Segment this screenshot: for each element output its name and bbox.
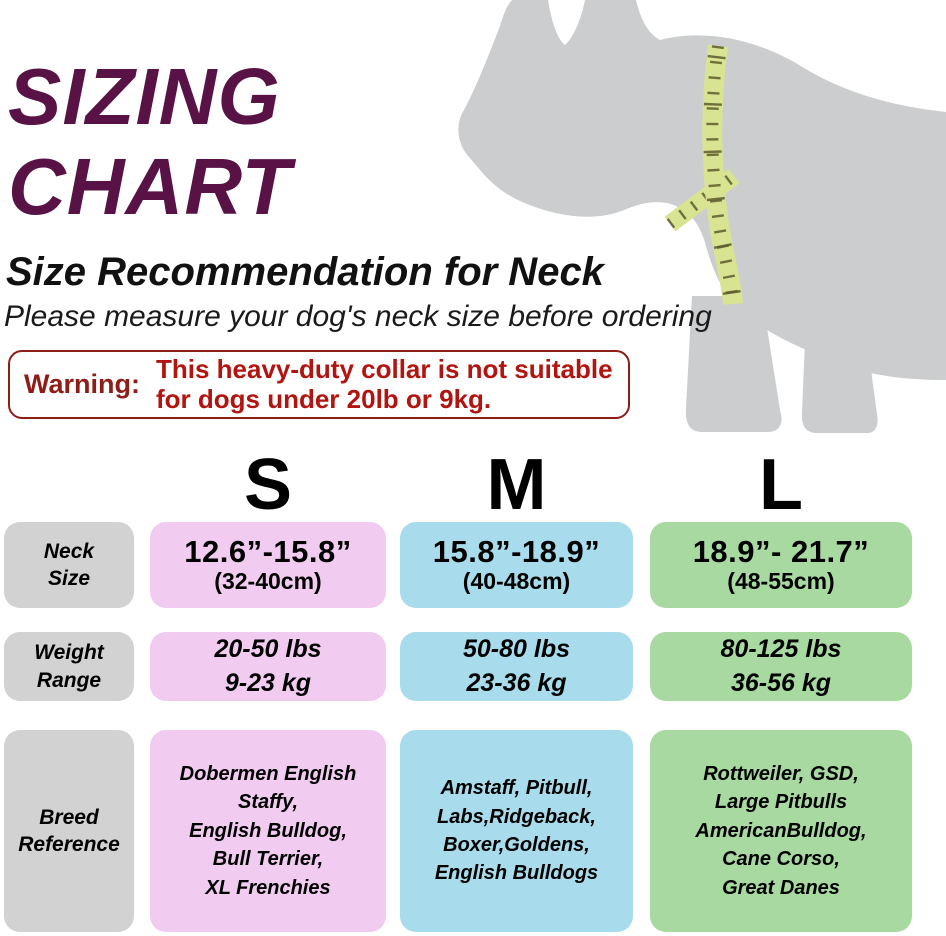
neck-inches-l: 18.9”- 21.7” xyxy=(692,534,870,570)
measuring-tape-ticks xyxy=(706,45,739,305)
subtitle: Size Recommendation for Neck xyxy=(6,250,604,294)
neck-inches-m: 15.8”-18.9” xyxy=(432,534,601,570)
neck-size-cell-l: 18.9”- 21.7” (48-55cm) xyxy=(650,522,912,608)
warning-message-line2: for dogs under 20lb or 9kg. xyxy=(155,383,492,414)
page-title: SIZING CHART xyxy=(8,52,292,233)
warning-message: This heavy-duty collar is not suitable f… xyxy=(155,353,613,415)
weight-cell-s: 20-50 lbs 9-23 kg xyxy=(150,632,386,701)
column-header-s: S xyxy=(243,445,293,525)
neck-cm-l: (48-55cm) xyxy=(727,568,835,595)
weight-lbs-s: 20-50 lbs xyxy=(214,634,322,663)
page-title-line1: SIZING xyxy=(8,52,281,141)
weight-cell-m: 50-80 lbs 23-36 kg xyxy=(400,632,633,701)
dog-silhouette-illustration xyxy=(458,0,946,433)
neck-size-cell-s: 12.6”-15.8” (32-40cm) xyxy=(150,522,386,608)
dog-far-leg xyxy=(801,318,878,433)
weight-kg-l: 36-56 kg xyxy=(730,668,832,697)
neck-size-cell-m: 15.8”-18.9” (40-48cm) xyxy=(400,522,633,608)
column-header-m: M xyxy=(486,445,547,525)
row-label-breed-reference: Breed Reference xyxy=(4,730,134,932)
warning-label: Warning: xyxy=(24,369,140,399)
weight-kg-s: 9-23 kg xyxy=(224,668,312,697)
weight-lbs-m: 50-80 lbs xyxy=(462,634,570,663)
page-title-line2: CHART xyxy=(8,142,292,232)
weight-cell-l: 80-125 lbs 36-56 kg xyxy=(650,632,912,701)
breed-cell-s: Dobermen English Staffy, English Bulldog… xyxy=(150,730,386,932)
row-label-weight-range: Weight Range xyxy=(4,632,134,701)
neck-cm-m: (40-48cm) xyxy=(462,568,571,595)
warning-box: Warning: This heavy-duty collar is not s… xyxy=(8,350,630,419)
neck-cm-s: (32-40cm) xyxy=(214,568,322,595)
dog-front-leg xyxy=(685,296,782,432)
breed-cell-l: Rottweiler, GSD, Large Pitbulls American… xyxy=(650,730,912,932)
measure-note: Please measure your dog's neck size befo… xyxy=(4,300,712,333)
neck-inches-s: 12.6”-15.8” xyxy=(184,534,352,570)
weight-lbs-l: 80-125 lbs xyxy=(720,634,842,663)
column-header-l: L xyxy=(759,445,803,525)
row-label-neck-size: Neck Size xyxy=(4,522,134,608)
warning-message-line1: This heavy-duty collar is not suitable xyxy=(155,353,613,384)
breed-cell-m: Amstaff, Pitbull, Labs,Ridgeback, Boxer,… xyxy=(400,730,633,932)
weight-kg-m: 23-36 kg xyxy=(466,668,567,697)
